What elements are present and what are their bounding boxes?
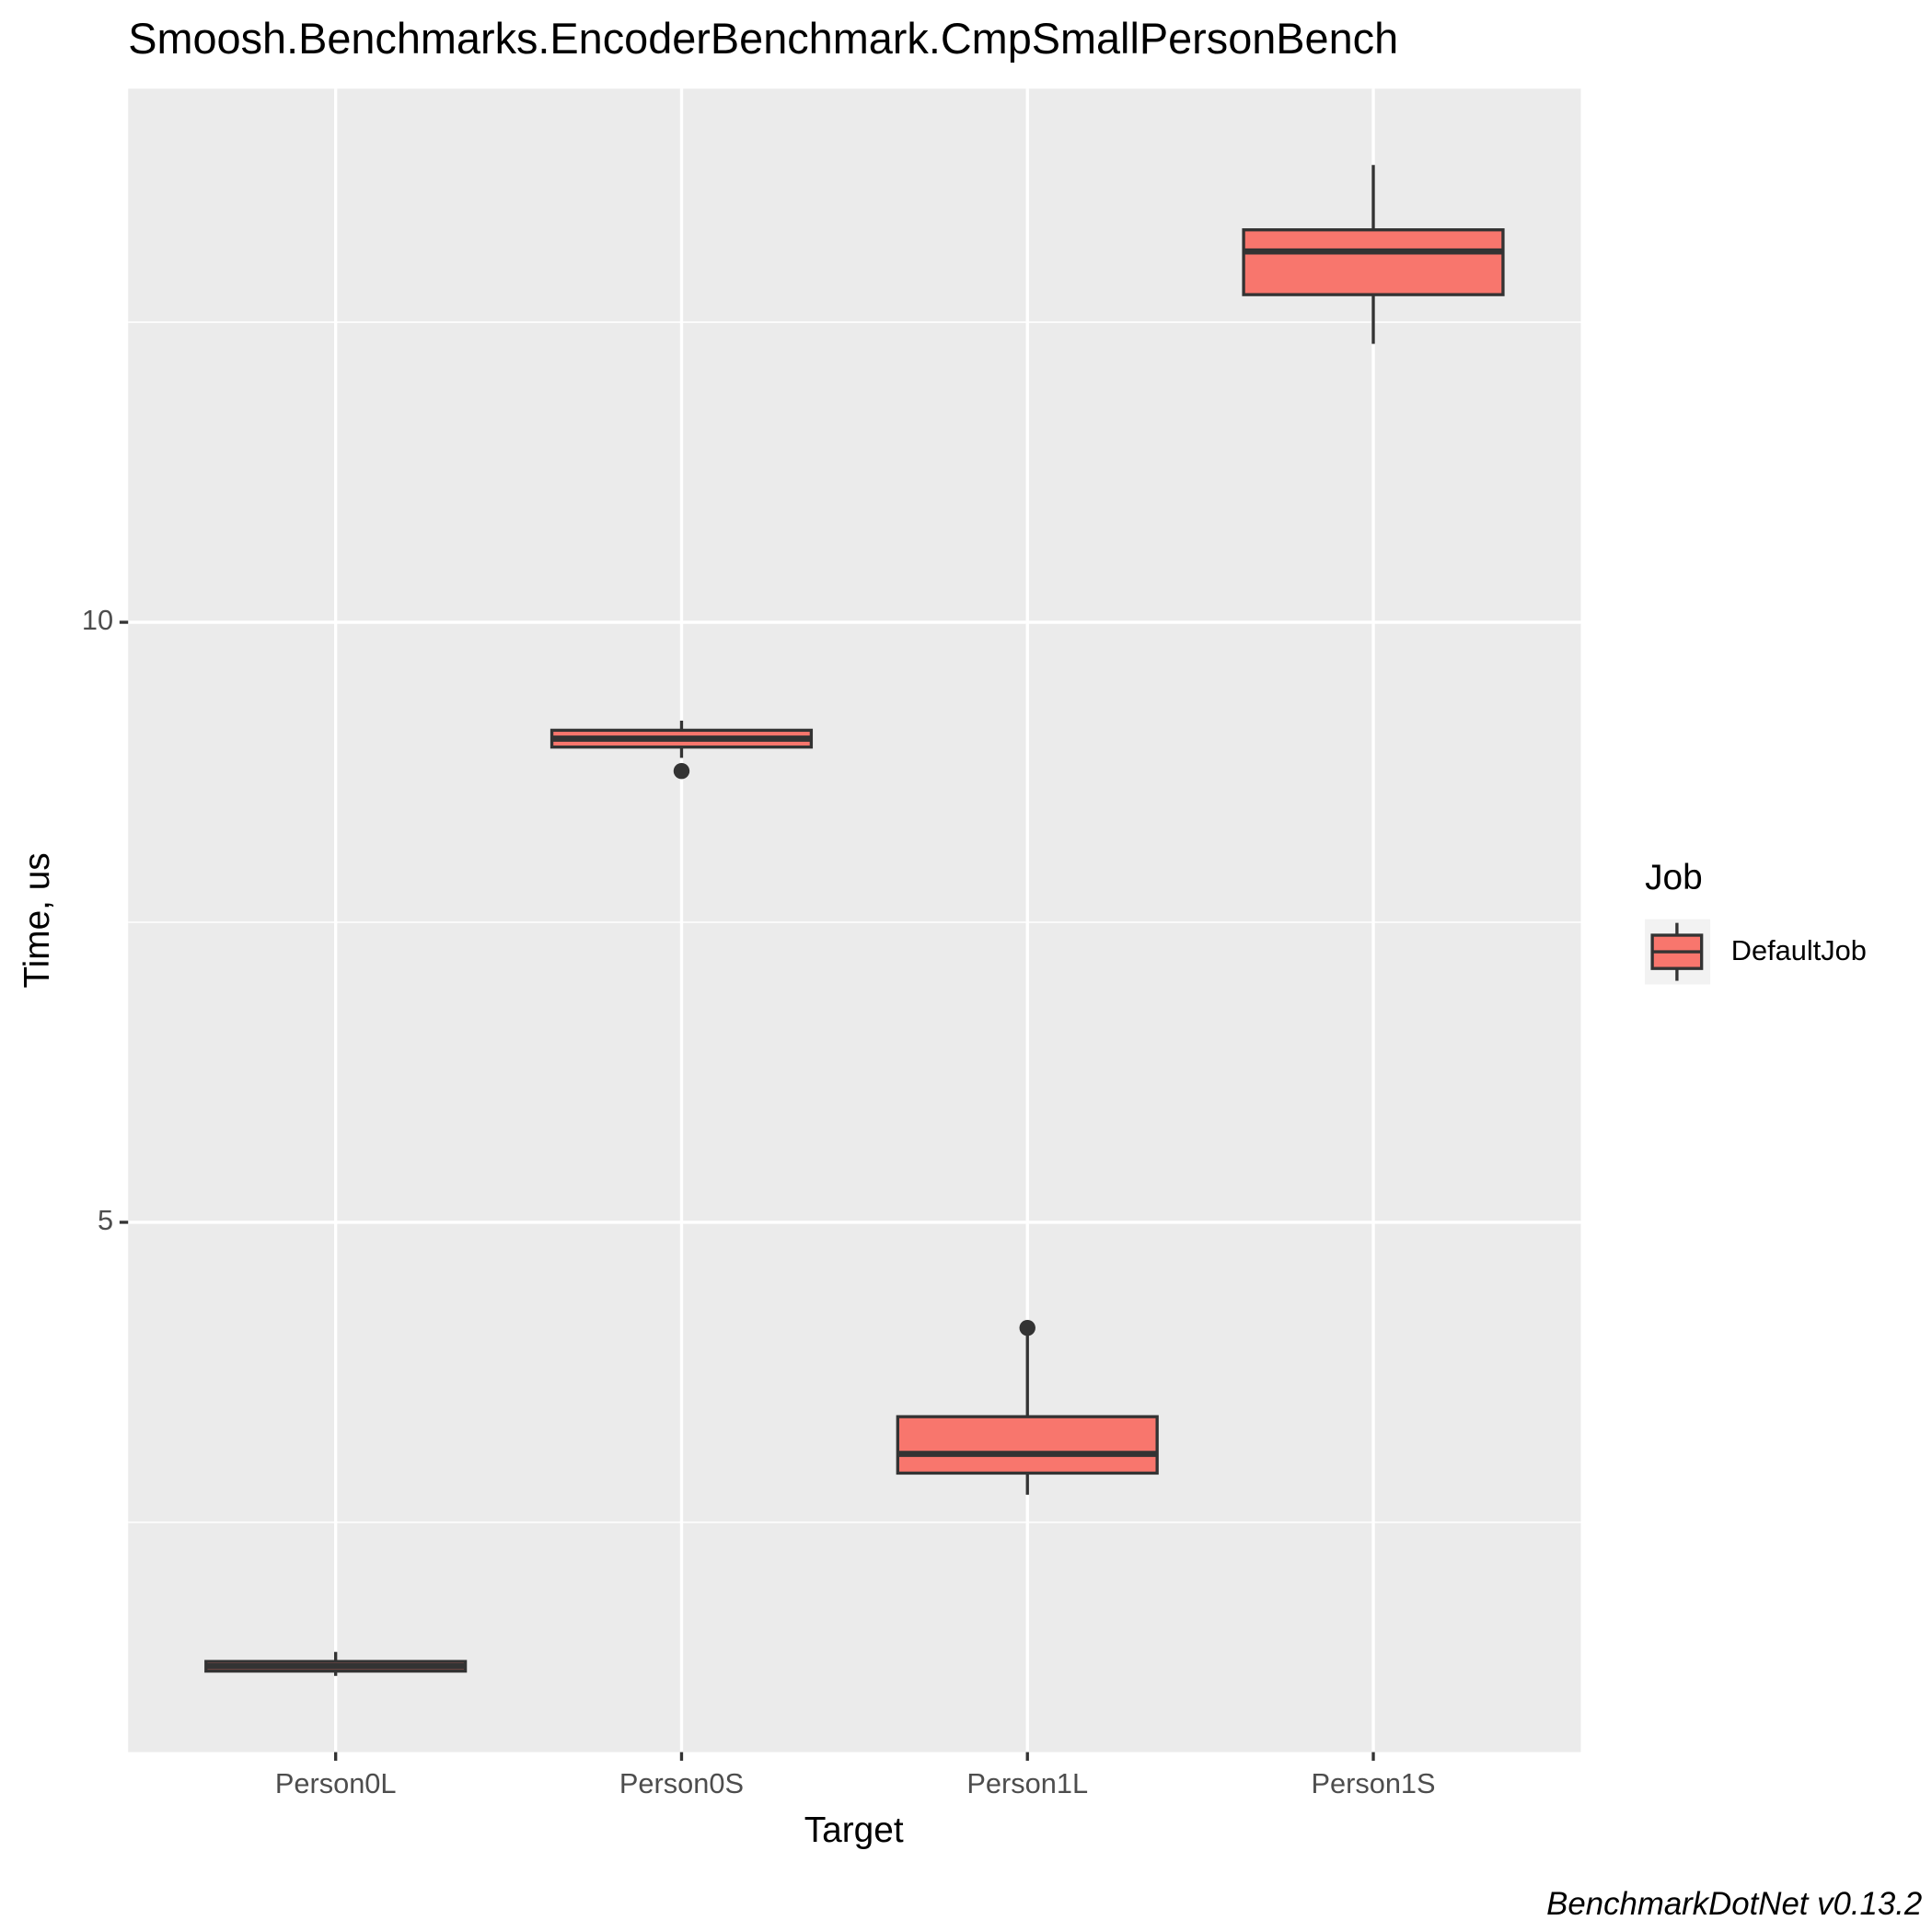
grid (128, 88, 1581, 1753)
y-tick-label: 10 (82, 604, 113, 636)
chart-title: Smoosh.Benchmarks.EncoderBenchmark.CmpSm… (128, 15, 1398, 63)
x-tick-label: Person0S (619, 1767, 744, 1799)
x-tick-label: Person1L (966, 1767, 1088, 1799)
box (1242, 228, 1505, 296)
x-tick-label: Person1S (1311, 1767, 1435, 1799)
legend-title: Job (1645, 858, 1703, 897)
legend-label: DefaultJob (1731, 934, 1867, 966)
legend: Job DefaultJob (1645, 858, 1867, 985)
plot-panel (128, 88, 1581, 1753)
box (896, 1415, 1159, 1475)
y-tick-label: 5 (98, 1204, 113, 1236)
marks (204, 165, 1505, 1676)
outlier (673, 763, 690, 780)
x-axis-title: Target (804, 1811, 904, 1850)
outlier (1019, 1319, 1035, 1336)
y-axis-title: Time, us (17, 852, 57, 988)
x-tick-label: Person0L (275, 1767, 397, 1799)
caption: BenchmarkDotNet v0.13.2 (1546, 1886, 1922, 1922)
